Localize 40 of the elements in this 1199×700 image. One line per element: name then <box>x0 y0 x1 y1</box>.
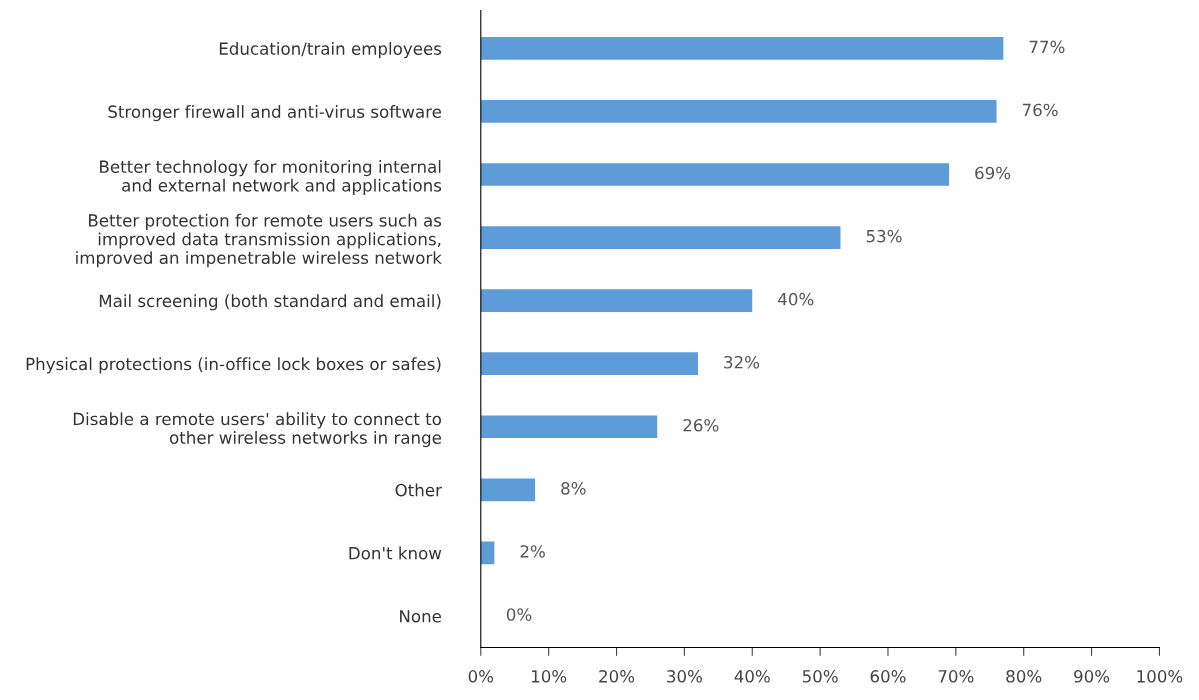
y-tick-label: Education/train employees <box>219 42 442 59</box>
y-tick-label: None <box>400 610 442 623</box>
x-tick-label: 80% <box>1006 670 1042 683</box>
y-tick-label: Other <box>395 483 442 497</box>
data-label: 69% <box>975 166 1011 180</box>
x-tick-label: 90% <box>1074 670 1110 683</box>
bar <box>480 415 658 439</box>
data-label: 0% <box>506 608 532 621</box>
data-label: 26% <box>683 418 719 432</box>
data-label: 40% <box>778 292 814 306</box>
y-tick-label: Disable a remote users' ability to connect to other wireless networks in range <box>73 412 442 448</box>
data-label: 76% <box>1022 103 1058 117</box>
x-tick-label: 30% <box>667 670 702 683</box>
bar <box>480 100 997 123</box>
data-label: 32% <box>724 355 760 369</box>
bar <box>480 226 841 249</box>
y-tick-label: Stronger firewall and anti-virus software <box>108 105 442 122</box>
x-tick-label: 50% <box>802 670 838 683</box>
bar <box>480 478 536 502</box>
bar <box>480 36 1004 60</box>
data-label: 53% <box>866 229 902 243</box>
bar <box>480 289 753 312</box>
data-label: 77% <box>1029 40 1065 54</box>
x-tick-label: 40% <box>734 670 770 683</box>
x-tick-label: 60% <box>870 670 906 683</box>
y-tick-label: Physical protections (in-office lock boxes or safes) <box>26 357 441 374</box>
y-tick-label: Better protection for remote users such as improved data transmission applications, improved an impenetrable wireless network <box>76 213 442 268</box>
x-tick-label: 70% <box>938 670 974 683</box>
data-label: 8% <box>561 482 586 495</box>
x-tick-label: 10% <box>531 670 567 683</box>
x-tick-label: 0% <box>468 670 494 683</box>
y-tick-label: Better technology for monitoring internal and external network and applications <box>100 160 442 195</box>
bar <box>480 163 950 186</box>
y-tick-label: Mail screening (both standard and email) <box>99 294 441 311</box>
bar <box>480 541 495 565</box>
x-tick-label: 20% <box>599 670 635 683</box>
x-tick-label: 100% <box>1137 670 1183 683</box>
data-label: 2% <box>520 545 545 558</box>
bar <box>480 352 698 376</box>
y-tick-label: Don't know <box>349 546 442 560</box>
